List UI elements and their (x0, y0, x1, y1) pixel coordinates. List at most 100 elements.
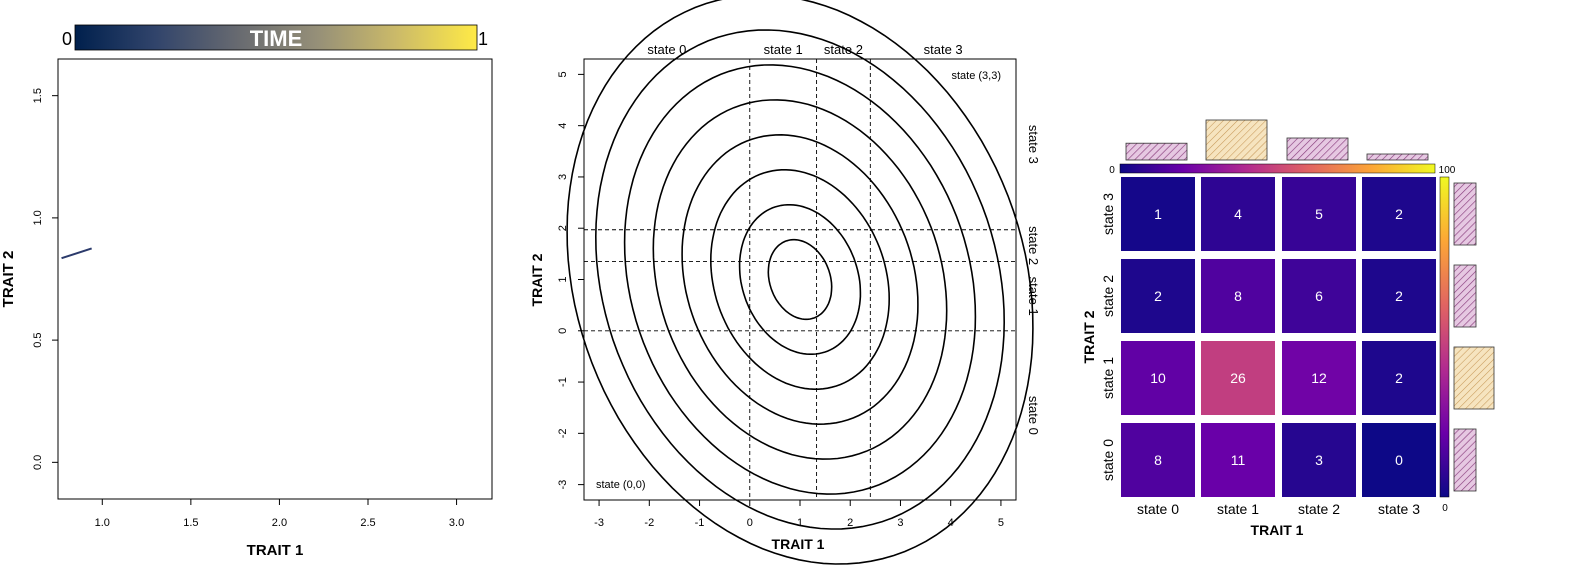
y-tick-label: 1.5 (32, 88, 44, 103)
x-tick-label: 4 (948, 517, 954, 529)
x-tick-label: 2 (847, 517, 853, 529)
heatmap-cell-value: 26 (1230, 370, 1246, 386)
heatmap-cell (1362, 259, 1436, 333)
y-axis: -3 -2 -1 0 1 2 3 4 5 (557, 71, 584, 490)
column-label: state 1 (1217, 501, 1259, 517)
y-axis-label: TRAIT 2 (1081, 310, 1097, 363)
row-label: state 2 (1100, 275, 1116, 317)
heatmap-cell-value: 10 (1150, 370, 1166, 386)
plot-frame (583, 58, 1017, 501)
y-tick-label: 1.0 (32, 210, 44, 225)
x-tick-label: 1 (797, 517, 803, 529)
x-tick-label: 0 (747, 517, 753, 529)
heatmap-cell-value: 8 (1234, 288, 1242, 304)
corner-label-top-right: state (3,3) (951, 70, 1001, 82)
contour-line (767, 238, 833, 321)
column-marginal-bar (1366, 153, 1429, 161)
top-state-label: state 1 (764, 42, 803, 57)
trajectory-series (61, 247, 92, 260)
contour-lines (566, 0, 1034, 565)
colorbar-min-label: 0 (1109, 165, 1115, 176)
heatmap-cell-value: 2 (1154, 288, 1162, 304)
x-tick-label: 2.0 (272, 517, 287, 529)
y-tick-label: 0 (557, 328, 569, 334)
time-colorbar-min: 0 (62, 29, 72, 49)
contour-line (709, 169, 891, 390)
column-label: state 3 (1378, 501, 1420, 517)
y-tick-label: 0.0 (32, 455, 44, 470)
panel-contour: -3 -2 -1 0 1 2 3 4 5 -3 -2 -1 0 1 2 3 4 5 state 0 state 1… (529, 0, 1041, 565)
heatmap-cell (1121, 341, 1195, 415)
x-tick-label: 2.5 (360, 517, 375, 529)
column-labels: state 0 state 1 state 2 state 3 (1137, 501, 1420, 517)
x-axis-label: TRAIT 1 (247, 542, 304, 559)
heatmap-cell (1201, 423, 1275, 497)
right-state-label: state 0 (1026, 396, 1041, 435)
top-state-label: state 3 (924, 42, 963, 57)
heatmap-cell-value: 0 (1395, 452, 1403, 468)
contour-line (566, 0, 1034, 565)
time-colorbar-label: TIME (250, 26, 303, 51)
contour-line (594, 29, 1006, 530)
right-state-label: state 3 (1026, 125, 1041, 164)
row-marginal-bar (1453, 182, 1477, 246)
y-axis: 0.0 0.5 1.0 1.5 (32, 88, 58, 470)
row-labels: state 3 state 2 state 1 state 0 (1100, 193, 1116, 481)
x-tick-label: 3 (897, 517, 903, 529)
row-marginal-bars (1453, 182, 1495, 492)
heatmap-cell (1362, 341, 1436, 415)
heatmap-cell-value: 8 (1154, 452, 1162, 468)
heatmap-cell (1282, 177, 1356, 251)
heatmap-cell-value: 4 (1234, 206, 1242, 222)
heatmap-cell (1282, 259, 1356, 333)
x-axis-label: TRAIT 1 (1251, 522, 1304, 538)
heatmap-cell (1282, 341, 1356, 415)
y-tick-label: 5 (557, 71, 569, 77)
threshold-lines (584, 59, 1016, 500)
x-axis-label: TRAIT 1 (772, 536, 825, 552)
row-marginal-bar (1453, 346, 1495, 410)
x-axis: 1.0 1.5 2.0 2.5 3.0 (95, 499, 464, 529)
time-colorbar-max: 1 (478, 29, 488, 49)
panel-trajectory: TIME 0 1 1.0 1.5 2.0 2.5 3.0 0.0 0.5 1.0 1.5 TR… (0, 24, 493, 559)
panel-heatmap: 0 100 0 1 4 5 22 8 6 210 26 12 28 11 3 0 state 0 stat… (1081, 119, 1495, 538)
heatmap-cell (1362, 177, 1436, 251)
row-marginal-bar (1453, 428, 1477, 492)
heatmap-cell (1282, 423, 1356, 497)
top-state-label: state 0 (647, 42, 686, 57)
y-axis-label: TRAIT 2 (529, 253, 545, 306)
colorbar-max-label: 100 (1439, 165, 1456, 176)
x-tick-label: -2 (644, 517, 654, 529)
heatmap-cell (1362, 423, 1436, 497)
heatmap-cell-value: 5 (1315, 206, 1323, 222)
plasma-colorbar-vertical (1439, 176, 1450, 498)
heatmap-cell (1121, 259, 1195, 333)
state-labels: state 0 state 1 state 2 state 3 state 3 state… (647, 42, 1041, 435)
right-state-label: state 1 (1026, 277, 1041, 316)
heatmap-cell (1201, 177, 1275, 251)
x-tick-label: -3 (594, 517, 604, 529)
y-tick-label: 4 (557, 123, 569, 129)
top-state-label: state 2 (824, 42, 863, 57)
column-marginal-bar (1125, 142, 1188, 161)
heatmap-cell-value: 2 (1395, 206, 1403, 222)
y-tick-label: 1 (557, 276, 569, 282)
y-axis-label: TRAIT 2 (0, 251, 17, 308)
heatmap-cell (1201, 259, 1275, 333)
plot-frame (57, 58, 493, 500)
time-colorbar (74, 24, 478, 51)
heatmap-cell-value: 2 (1395, 370, 1403, 386)
contour-line (652, 99, 948, 460)
contour-line (681, 133, 919, 426)
heatmap-cell (1121, 177, 1195, 251)
heatmap-cell-value: 11 (1231, 452, 1246, 468)
row-label: state 0 (1100, 439, 1116, 481)
vertical-colorbar-min-label: 0 (1442, 503, 1448, 514)
x-axis: -3 -2 -1 0 1 2 3 4 5 (594, 500, 1004, 529)
y-tick-label: 2 (557, 225, 569, 231)
column-marginal-bar (1286, 137, 1349, 161)
contour-line (738, 204, 862, 355)
heatmap-cell-value: 2 (1395, 288, 1403, 304)
heatmap-cell-value: 12 (1311, 370, 1327, 386)
row-label: state 1 (1100, 357, 1116, 399)
